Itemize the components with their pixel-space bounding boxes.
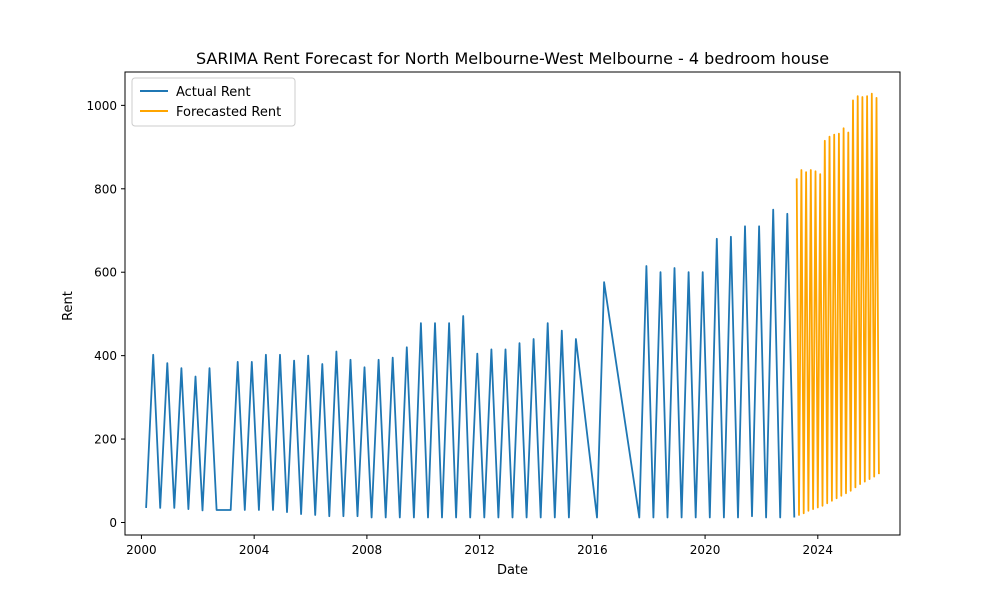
series-line-2 bbox=[795, 92, 880, 516]
y-tick-label: 800 bbox=[94, 182, 117, 196]
x-tick-label: 2020 bbox=[690, 543, 721, 557]
legend-label: Actual Rent bbox=[176, 85, 251, 100]
y-tick-label: 1000 bbox=[86, 99, 117, 113]
x-tick-label: 2024 bbox=[803, 543, 834, 557]
legend-label: Forecasted Rent bbox=[176, 105, 281, 120]
y-tick-label: 400 bbox=[94, 349, 117, 363]
y-axis-label: Rent bbox=[61, 291, 76, 321]
y-axis: 0 200 400 600 800 1000 bbox=[86, 99, 125, 530]
y-tick-label: 0 bbox=[109, 516, 117, 530]
plot-frame bbox=[124, 71, 901, 536]
x-axis-label: Date bbox=[497, 563, 528, 578]
x-tick-label: 2012 bbox=[464, 543, 495, 557]
y-tick-label: 600 bbox=[94, 266, 117, 280]
plot-lines bbox=[145, 92, 880, 519]
series-line-1 bbox=[145, 208, 796, 519]
x-axis: 2000 2004 2008 2012 2016 2020 2024 bbox=[126, 535, 833, 557]
legend: Actual Rent Forecasted Rent bbox=[131, 77, 296, 127]
y-tick-label: 200 bbox=[94, 433, 117, 447]
legend-box bbox=[131, 77, 296, 127]
x-tick-label: 2004 bbox=[239, 543, 270, 557]
x-tick-label: 2000 bbox=[126, 543, 157, 557]
x-tick-label: 2008 bbox=[352, 543, 383, 557]
x-tick-label: 2016 bbox=[577, 543, 608, 557]
chart-title: SARIMA Rent Forecast for North Melbourne… bbox=[196, 49, 829, 68]
